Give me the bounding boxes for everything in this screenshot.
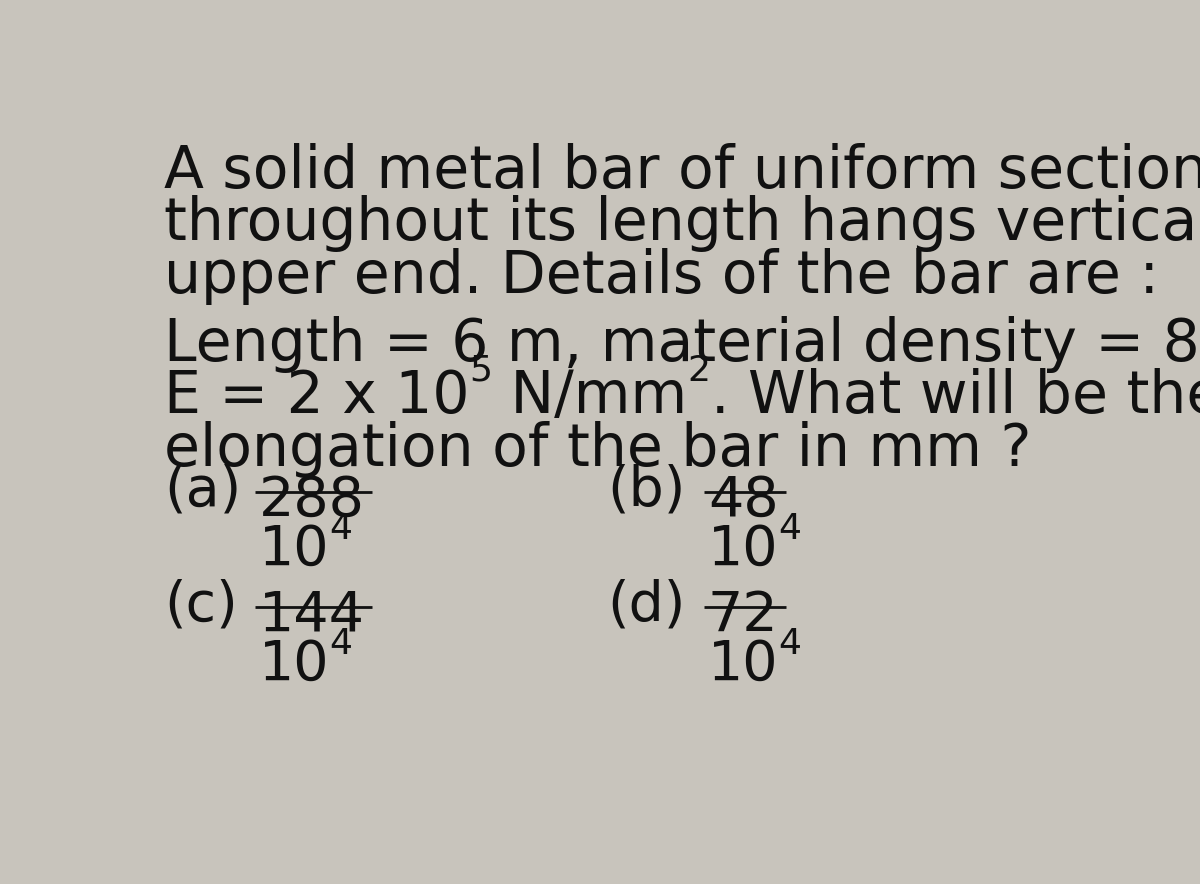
Text: 10: 10 xyxy=(708,522,779,576)
Text: 10: 10 xyxy=(258,638,329,692)
Text: 72: 72 xyxy=(708,589,779,643)
Text: 144: 144 xyxy=(258,589,365,643)
Text: (c): (c) xyxy=(164,579,238,633)
Text: 72: 72 xyxy=(708,589,779,643)
Text: . What will be the total: . What will be the total xyxy=(710,369,1200,425)
Text: 48: 48 xyxy=(708,474,779,528)
Text: throughout its length hangs vertically from its: throughout its length hangs vertically f… xyxy=(164,195,1200,253)
Text: 4: 4 xyxy=(329,627,352,661)
Text: 4: 4 xyxy=(329,512,352,545)
Text: 144: 144 xyxy=(258,589,365,643)
Text: A solid metal bar of uniform sectional area: A solid metal bar of uniform sectional a… xyxy=(164,143,1200,200)
Text: Length = 6 m, material density = 8x10: Length = 6 m, material density = 8x10 xyxy=(164,316,1200,373)
Text: 48: 48 xyxy=(708,474,779,528)
Text: 10: 10 xyxy=(258,522,329,576)
Text: 5: 5 xyxy=(469,354,492,388)
Text: N/mm: N/mm xyxy=(492,369,688,425)
Text: 2: 2 xyxy=(688,354,710,388)
Text: upper end. Details of the bar are :: upper end. Details of the bar are : xyxy=(164,248,1159,305)
Text: (d): (d) xyxy=(607,579,685,633)
Text: 4: 4 xyxy=(779,627,802,661)
Text: elongation of the bar in mm ?: elongation of the bar in mm ? xyxy=(164,421,1032,477)
Text: (b): (b) xyxy=(607,463,685,517)
Text: 288: 288 xyxy=(258,474,365,528)
Text: (a): (a) xyxy=(164,463,241,517)
Text: 4: 4 xyxy=(779,512,802,545)
Text: 10: 10 xyxy=(708,638,779,692)
Text: 288: 288 xyxy=(258,474,365,528)
Text: E = 2 x 10: E = 2 x 10 xyxy=(164,369,469,425)
